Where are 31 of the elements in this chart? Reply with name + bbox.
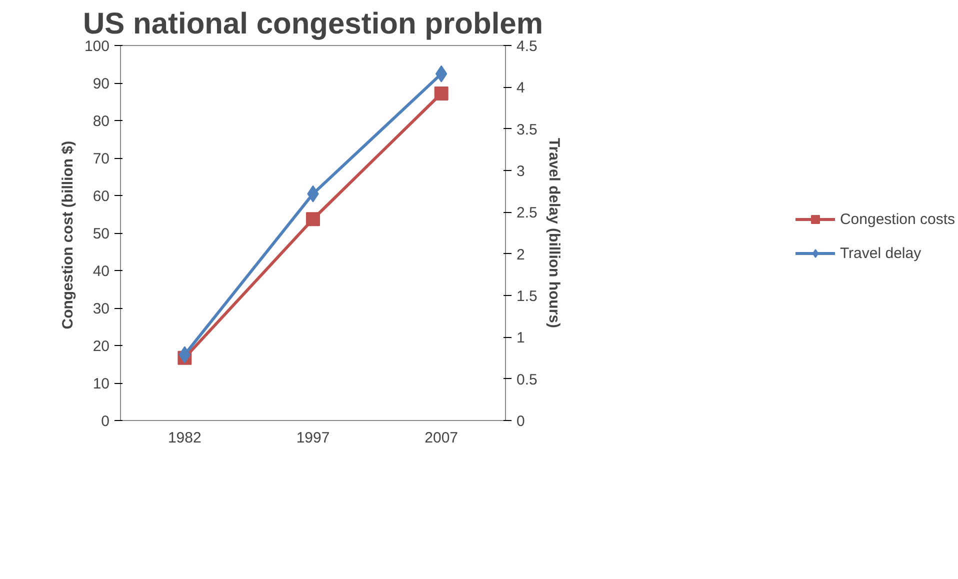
y-axis-title: Congestion cost (billion $): [59, 140, 76, 330]
y-tick-label: 70: [92, 150, 110, 168]
y2-axis-title: Travel delay (billion hours): [545, 138, 562, 328]
y-tick-label: 80: [92, 113, 110, 130]
y2-tick-label: 4: [516, 80, 525, 97]
x-tick-label: 1997: [296, 430, 330, 446]
y2-tick-label: 1.5: [516, 288, 538, 305]
y-tick-label: 30: [92, 300, 110, 318]
y-tick-label: 40: [92, 263, 110, 280]
y2-tick-label: 4.5: [516, 38, 538, 55]
point: [434, 86, 448, 100]
y-tick-label: 60: [92, 188, 110, 205]
y2-tick-label: 0.5: [516, 371, 538, 388]
y-tick-label: 100: [84, 38, 110, 55]
y2-tick-label: 2.5: [516, 204, 538, 222]
x-tick-label: 1982: [168, 430, 202, 446]
y2-tick-label: 3.5: [516, 121, 538, 138]
y-tick-label: 0: [101, 413, 110, 430]
point: [306, 212, 320, 226]
y2-tick-label: 1: [516, 330, 525, 347]
y2-tick-label: 2: [516, 246, 525, 264]
y2-tick-label: 0: [516, 413, 525, 430]
legend-label: Congestion costs: [840, 210, 956, 228]
x-tick-label: 2007: [424, 430, 458, 446]
y-tick-label: 90: [92, 76, 110, 92]
y2-tick-label: 3: [516, 163, 525, 180]
legend-label: Travel delay: [840, 244, 922, 262]
y-tick-label: 20: [92, 338, 110, 355]
y-tick-label: 50: [92, 226, 110, 242]
y-tick-label: 10: [92, 376, 110, 392]
chart-title: US national congestion problem: [82, 8, 544, 40]
